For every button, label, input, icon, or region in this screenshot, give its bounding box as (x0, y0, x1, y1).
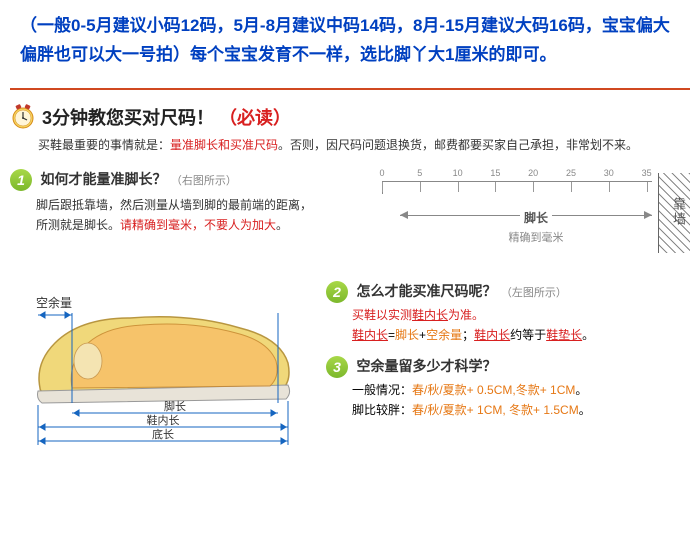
tick-15: 15 (490, 168, 500, 178)
arrow-label: 脚长 (520, 209, 552, 226)
q2-2d: + (419, 328, 426, 342)
section-1: 1 如何才能量准脚长？ （右图所示） 脚后跟抵靠墙，然后测量从墙到脚的最前端的距… (0, 163, 700, 263)
tick-20: 20 (528, 168, 538, 178)
svg-text:脚长: 脚长 (164, 399, 186, 413)
tick-25: 25 (566, 168, 576, 178)
q2-1c: 为准。 (448, 308, 484, 322)
tick-35: 35 (642, 168, 652, 178)
ruler-line: 0 5 10 15 20 25 30 35 (382, 181, 652, 201)
q2-2b: = (388, 328, 395, 342)
svg-text:鞋内长: 鞋内长 (147, 413, 180, 427)
q2-title: 怎么才能买准尺码呢？ (356, 283, 496, 299)
q1-hint: （右图所示） (171, 175, 237, 187)
q3-2a: 脚比较胖： (352, 403, 412, 417)
q2-q3-block: 2 怎么才能买准尺码呢？ （左图所示） 买鞋以实测鞋内长为准。 鞋内长=脚长+空… (326, 273, 690, 453)
q1-block: 1 如何才能量准脚长？ （右图所示） 脚后跟抵靠墙，然后测量从墙到脚的最前端的距… (10, 169, 370, 263)
subtitle: 买鞋最重要的事情就是：量准脚长和买准尺码。否则，因尺码问题退换货，邮费都要买家自… (0, 136, 700, 163)
q3-title: 空余量留多少才科学？ (356, 358, 496, 374)
q2-2h: 约等于 (510, 328, 546, 342)
q2-2i: 鞋垫长 (546, 328, 582, 342)
q2-2c: 脚长 (395, 328, 419, 342)
q3-2c: 。 (579, 403, 591, 417)
q2-1b: 鞋内长 (412, 308, 448, 322)
badge-1: 1 (10, 169, 32, 191)
q2-hint: （左图所示） (501, 287, 567, 299)
q3-1c: 。 (575, 383, 587, 397)
divider (10, 88, 690, 90)
q2-2g: 鞋内长 (474, 328, 510, 342)
q2-2j: 。 (582, 328, 594, 342)
tick-0: 0 (379, 168, 384, 178)
badge-2: 2 (326, 281, 348, 303)
q2-block: 2 怎么才能买准尺码呢？ （左图所示） 买鞋以实测鞋内长为准。 鞋内长=脚长+空… (326, 281, 690, 346)
tick-30: 30 (604, 168, 614, 178)
q2-1a: 买鞋以实测 (352, 308, 412, 322)
q1-line2a: 所测就是脚长。 (36, 218, 120, 232)
main-title: 3分钟教您买对尺码！ （必读） (42, 104, 291, 130)
title-row: 3分钟教您买对尺码！ （必读） (0, 100, 700, 136)
q3-detail: 一般情况：春/秋/夏款+ 0.5CM,冬款+ 1CM。 脚比较胖：春/秋/夏款+… (326, 380, 690, 421)
subtitle-prefix: 买鞋最重要的事情就是： (38, 138, 170, 152)
tick-5: 5 (417, 168, 422, 178)
top-notice: （一般0-5月建议小码12码，5月-8月建议中码14码，8月-15月建议大码16… (0, 0, 700, 88)
badge-3: 3 (326, 356, 348, 378)
q1-title: 如何才能量准脚长？ (40, 171, 166, 187)
arrow-sub: 精确到毫米 (509, 229, 564, 245)
svg-text:底长: 底长 (152, 427, 174, 441)
q2-detail: 买鞋以实测鞋内长为准。 鞋内长=脚长+空余量；鞋内长约等于鞋垫长。 (326, 305, 690, 346)
q1-line2c: 。 (276, 218, 288, 232)
q2-2f: ； (462, 328, 474, 342)
ruler-diagram: 0 5 10 15 20 25 30 35 靠墙 脚长 精确到毫米 (382, 169, 690, 263)
q3-1b: 春/秋/夏款+ 0.5CM,冬款+ 1CM (412, 383, 575, 397)
q1-line2b: 请精确到毫米，不要人为加大 (120, 218, 276, 232)
q3-block: 3 空余量留多少才科学？ 一般情况：春/秋/夏款+ 0.5CM,冬款+ 1CM。… (326, 356, 690, 421)
q2-2a: 鞋内长 (352, 328, 388, 342)
q3-2b: 春/秋/夏款+ 1CM, 冬款+ 1.5CM (412, 403, 579, 417)
title-text: 3分钟教您买对尺码！ (42, 108, 214, 128)
subtitle-suffix: 。否则，因尺码问题退换货，邮费都要买家自己承担，非常划不来。 (278, 138, 638, 152)
must-read: （必读） (219, 108, 291, 128)
clock-icon (10, 104, 36, 130)
svg-text:空余量: 空余量 (36, 295, 72, 310)
q1-line1: 脚后跟抵靠墙，然后测量从墙到脚的最前端的距离， (36, 198, 312, 212)
shoe-diagram: 空余量 脚长 鞋内长 底长 (10, 273, 310, 453)
q1-detail: 脚后跟抵靠墙，然后测量从墙到脚的最前端的距离， 所测就是脚长。请精确到毫米，不要… (10, 195, 370, 236)
q3-1a: 一般情况： (352, 383, 412, 397)
q2-2e: 空余量 (426, 328, 462, 342)
tick-10: 10 (453, 168, 463, 178)
wall-text: 靠墙 (669, 197, 688, 227)
subtitle-highlight: 量准脚长和买准尺码 (170, 138, 278, 152)
shoe-section: 空余量 脚长 鞋内长 底长 2 怎么才能买准尺码呢？ （左图所示） 买鞋以实测鞋… (0, 263, 700, 453)
